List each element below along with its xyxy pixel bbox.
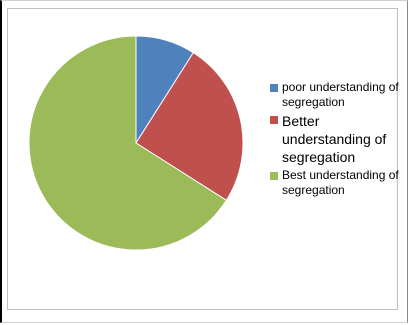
pie-slice-best — [28, 35, 228, 251]
chart-legend: poor understanding of segregation Better… — [270, 80, 400, 200]
legend-label-poor: poor understanding of segregation — [282, 80, 399, 109]
legend-swatch-best — [270, 172, 278, 180]
legend-item-better: Better understanding of segregation — [270, 112, 400, 166]
legend-swatch-better — [270, 116, 278, 124]
legend-swatch-poor — [270, 84, 278, 92]
legend-label-best: Best understanding of segregation — [282, 168, 399, 197]
chart-area — [7, 8, 398, 310]
legend-item-best: Best understanding of segregation — [270, 168, 400, 198]
pie-slice-better — [135, 51, 244, 202]
legend-label-better: Better understanding of segregation — [282, 113, 387, 165]
legend-item-poor: poor understanding of segregation — [270, 80, 400, 110]
